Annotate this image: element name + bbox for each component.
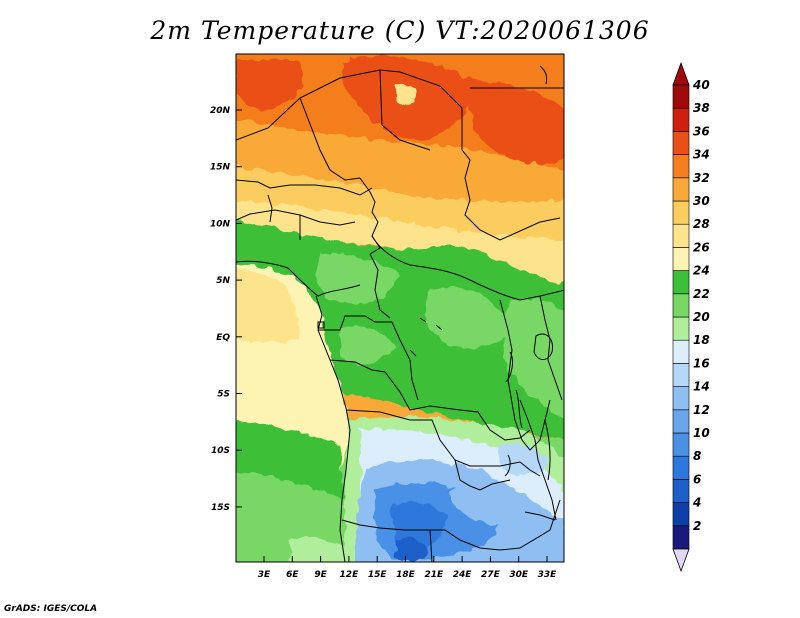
- colorbar-swatch: [672, 386, 690, 411]
- colorbar-swatch: [672, 270, 690, 295]
- chart-title: 2m Temperature (C) VT:2020061306: [150, 16, 650, 45]
- colorbar-label: 40: [692, 78, 710, 92]
- colorbar-swatch: [672, 107, 690, 132]
- lon-tick-label: 9E: [314, 570, 327, 580]
- colorbar-swatch: [672, 200, 690, 225]
- lat-tick-label: EQ: [216, 333, 230, 343]
- colorbar-swatch: [672, 409, 690, 434]
- colorbar-swatch: [672, 502, 690, 527]
- colorbar-label: 20: [693, 310, 710, 324]
- colorbar-swatch: [672, 525, 690, 550]
- colorbar-over-triangle: [672, 61, 690, 86]
- grads-credit: GrADS: IGES/COLA: [4, 604, 98, 614]
- lat-tick-label: 10N: [210, 219, 231, 229]
- lon-tick-label: 21E: [424, 570, 444, 580]
- colorbar-label: 18: [693, 333, 710, 347]
- colorbar-swatch: [672, 223, 690, 248]
- longitude-axis: 3E 6E 9E 12E 15E 18E 21E 24E 27E 30E 33E: [258, 556, 557, 580]
- colorbar-swatch: [672, 293, 690, 318]
- colorbar-label: 34: [693, 148, 710, 162]
- colorbar-label: 26: [693, 240, 710, 254]
- colorbar-label: 22: [693, 287, 710, 301]
- country-borders: [236, 65, 564, 562]
- lon-tick-label: 30E: [509, 570, 529, 580]
- lon-tick-label: 27E: [481, 570, 501, 580]
- colorbar-label: 14: [693, 380, 710, 394]
- colorbar-label: 30: [693, 194, 710, 208]
- lat-tick-label: 15N: [210, 163, 231, 173]
- lon-tick-label: 3E: [258, 570, 271, 580]
- colorbar-swatch: [672, 131, 690, 155]
- lon-tick-label: 15E: [368, 570, 388, 580]
- colorbar-swatch: [672, 432, 690, 457]
- colorbar-label: 4: [692, 496, 701, 510]
- colorbar-swatch: [672, 339, 690, 364]
- latitude-axis: 20N 15N 10N 5N EQ 5S 10S 15S: [210, 106, 242, 513]
- colorbar-swatch: [672, 177, 690, 202]
- lat-tick-label: 20N: [210, 106, 231, 116]
- colorbar-label: 36: [693, 124, 710, 138]
- colorbar-label: 2: [693, 519, 701, 533]
- colorbar-swatch: [672, 479, 690, 503]
- lon-tick-label: 24E: [453, 570, 473, 580]
- colorbar-label: 28: [693, 217, 710, 231]
- colorbar-swatch: [672, 316, 690, 341]
- colorbar-swatch: [672, 363, 690, 387]
- colorbar-label: 12: [693, 403, 710, 417]
- lat-tick-label: 5S: [217, 390, 230, 400]
- lat-tick-label: 15S: [211, 503, 230, 513]
- map-frame: [235, 53, 565, 563]
- colorbar-label: 10: [693, 426, 710, 440]
- lat-tick-label: 10S: [211, 446, 230, 456]
- colorbar-swatch: [672, 247, 690, 271]
- lat-tick-label: 5N: [216, 276, 230, 286]
- colorbar-label: 24: [693, 264, 710, 278]
- colorbar-label: 8: [693, 449, 701, 463]
- colorbar-label: 32: [693, 171, 710, 185]
- colorbar-under-triangle: [672, 548, 690, 573]
- colorbar-label: 6: [693, 472, 701, 486]
- lon-tick-label: 6E: [286, 570, 299, 580]
- temperature-field: [236, 54, 564, 562]
- lon-tick-label: 33E: [538, 570, 558, 580]
- lon-tick-label: 12E: [340, 570, 360, 580]
- lon-tick-label: 18E: [396, 570, 416, 580]
- colorbar-label: 16: [693, 356, 710, 370]
- colorbar-swatch: [672, 154, 690, 179]
- colorbar-swatch: [672, 84, 690, 109]
- colorbar-swatch: [672, 455, 690, 480]
- colorbar-label: 38: [693, 101, 710, 115]
